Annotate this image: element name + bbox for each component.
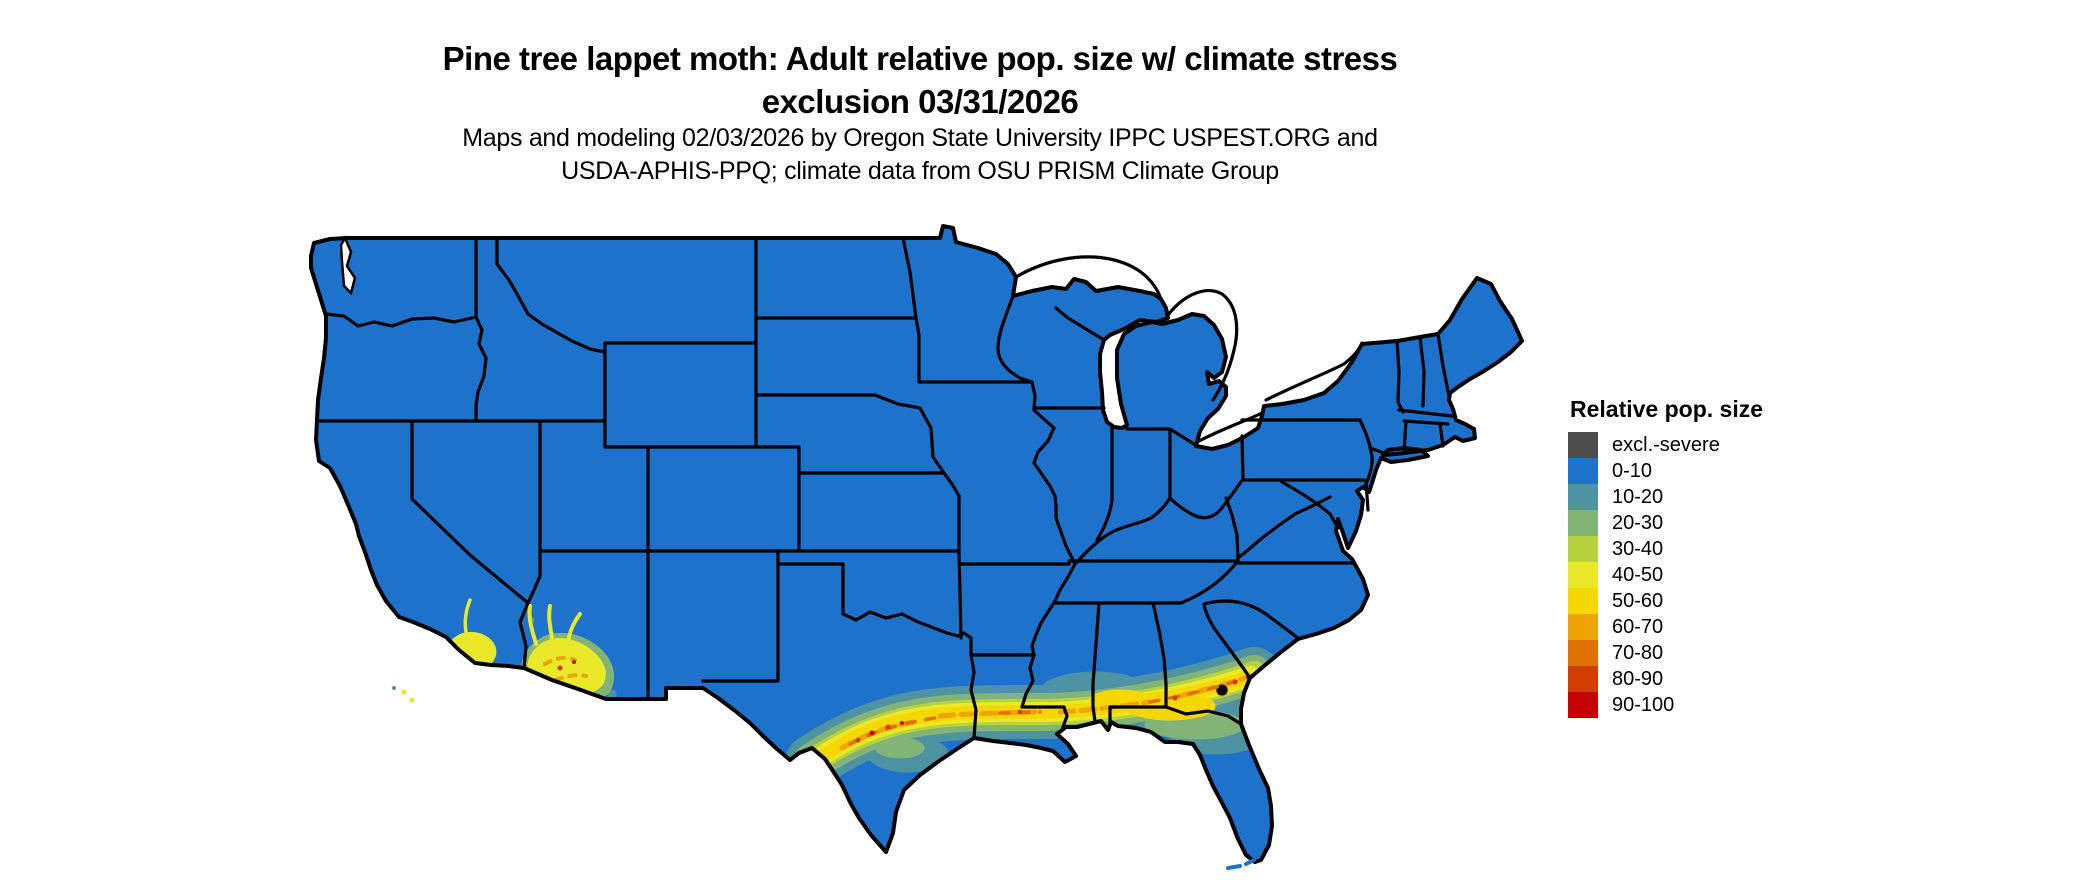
channel-island-specks xyxy=(392,686,415,703)
legend-item: 30-40 xyxy=(1568,536,1868,562)
legend-item-label: 20-30 xyxy=(1612,511,1664,534)
legend-items: excl.-severe 0-10 10-20 20-30 30-40 40-50 50-6… xyxy=(1568,432,1868,718)
state-borders-west xyxy=(316,236,973,701)
legend-item-label: 60-70 xyxy=(1612,615,1664,638)
legend-item: 60-70 xyxy=(1568,614,1868,640)
legend-swatch xyxy=(1568,510,1598,536)
legend-swatch xyxy=(1568,588,1598,614)
legend-swatch xyxy=(1568,484,1598,510)
state-borders-plains xyxy=(754,236,1071,740)
title-line-2: exclusion 03/31/2026 xyxy=(761,83,1079,120)
legend-item: 90-100 xyxy=(1568,692,1868,718)
legend-item-label: 50-60 xyxy=(1612,589,1664,612)
gulf-band-80-100 xyxy=(855,675,1250,743)
puget-sound xyxy=(339,235,357,296)
state-borders-midwest xyxy=(996,294,1245,729)
florida-keys xyxy=(1226,858,1256,870)
map-attribution-subtitle: Maps and modeling 02/03/2026 by Oregon S… xyxy=(370,122,1470,188)
state-borders-south-east xyxy=(1054,332,1454,726)
legend-swatch xyxy=(1568,458,1598,484)
legend-item-label: excl.-severe xyxy=(1612,433,1720,456)
legend-item: excl.-severe xyxy=(1568,432,1868,458)
legend-item-label: 0-10 xyxy=(1612,459,1653,482)
legend-item: 40-50 xyxy=(1568,562,1868,588)
page-title: Pine tree lappet moth: Adult relative po… xyxy=(320,38,1520,124)
legend-swatch xyxy=(1568,640,1598,666)
subtitle-line-1: Maps and modeling 02/03/2026 by Oregon S… xyxy=(462,124,1378,152)
map-legend: Relative pop. size excl.-severe 0-10 10-20… xyxy=(1568,396,1868,718)
legend-item-label: 80-90 xyxy=(1612,667,1664,690)
legend-swatch xyxy=(1568,666,1598,692)
great-lakes-borders xyxy=(1014,255,1364,443)
title-line-1: Pine tree lappet moth: Adult relative po… xyxy=(442,40,1398,78)
legend-item: 0-10 xyxy=(1568,458,1868,484)
legend-item: 10-20 xyxy=(1568,484,1868,510)
legend-item: 50-60 xyxy=(1568,588,1868,614)
legend-item: 20-30 xyxy=(1568,510,1868,536)
subtitle-line-2: USDA-APHIS-PPQ; climate data from OSU PR… xyxy=(561,157,1279,185)
legend-item: 70-80 xyxy=(1568,640,1868,666)
legend-swatch xyxy=(1568,432,1598,458)
legend-item-label: 10-20 xyxy=(1612,485,1664,508)
population-overlays xyxy=(407,598,1281,789)
legend-item-label: 90-100 xyxy=(1612,693,1675,716)
legend-swatch xyxy=(1568,536,1598,562)
legend-item-label: 70-80 xyxy=(1612,641,1664,664)
legend-item: 80-90 xyxy=(1568,666,1868,692)
legend-item-label: 30-40 xyxy=(1612,537,1664,560)
legend-item-label: 40-50 xyxy=(1612,563,1664,586)
legend-title: Relative pop. size xyxy=(1570,396,1764,422)
legend-swatch xyxy=(1568,614,1598,640)
legend-swatch xyxy=(1568,562,1598,588)
legend-swatch xyxy=(1568,692,1598,718)
